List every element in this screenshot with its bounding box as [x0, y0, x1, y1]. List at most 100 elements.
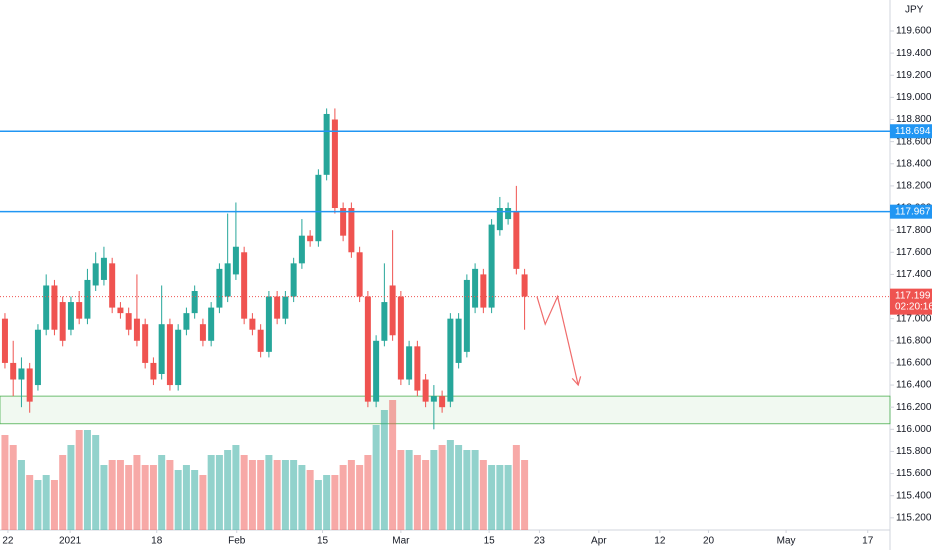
volume-bar	[9, 445, 17, 530]
candle-body	[480, 274, 487, 308]
y-tick-label: 118.800	[896, 114, 932, 125]
volume-bar	[1, 435, 9, 530]
volume-bar	[17, 460, 25, 530]
candle-body	[249, 318, 256, 330]
volume-bar	[141, 465, 149, 530]
volume-bar	[422, 460, 430, 530]
candle-body	[76, 302, 83, 319]
volume-bar	[59, 455, 67, 530]
volume-bar	[174, 470, 182, 530]
x-tick-label: 2021	[59, 536, 82, 547]
candle-body	[257, 329, 264, 352]
candle-body	[307, 235, 314, 242]
volume-bar	[50, 480, 58, 530]
y-tick-label: 118.600	[896, 136, 932, 147]
x-tick-label: 20	[703, 536, 715, 547]
candle-body	[43, 285, 50, 330]
volume-bar	[339, 465, 347, 530]
y-tick-label: 117.600	[896, 247, 932, 258]
y-tick-label: 115.200	[896, 512, 932, 523]
y-tick-label: 119.000	[896, 92, 932, 103]
volume-bar	[438, 445, 446, 530]
volume-bar	[257, 460, 265, 530]
volume-bar	[273, 460, 281, 530]
volume-bar	[463, 450, 471, 530]
candle-body	[472, 268, 479, 308]
candle-body	[298, 235, 305, 264]
volume-bar	[347, 460, 355, 530]
volume-bar	[380, 410, 388, 530]
candle-body	[125, 313, 132, 330]
candle-body	[422, 379, 429, 402]
candle-body	[381, 302, 388, 341]
candle-body	[521, 274, 528, 297]
volume-bar	[67, 445, 75, 530]
volume-bar	[240, 455, 248, 530]
candle-body	[447, 318, 454, 402]
candle-body	[331, 119, 338, 209]
volume-bar	[232, 445, 240, 530]
candle-body	[208, 307, 215, 341]
countdown-label: 02:20:16	[895, 301, 932, 312]
currency: JPY	[905, 5, 924, 16]
candle-body	[150, 362, 157, 380]
candle-body	[191, 291, 198, 314]
volume-bar	[182, 465, 190, 530]
x-tick-label: 18	[151, 536, 163, 547]
volume-bar	[166, 460, 174, 530]
volume-bar	[125, 465, 133, 530]
volume-bar	[496, 465, 504, 530]
volume-bar	[224, 450, 232, 530]
candle-body	[505, 208, 512, 220]
candle-body	[439, 396, 446, 408]
candle-body	[348, 208, 355, 253]
candle-body	[175, 329, 182, 386]
volume-bar	[471, 450, 479, 530]
y-tick-label: 116.800	[896, 335, 932, 346]
candle-body	[265, 296, 272, 352]
candle-body	[389, 285, 396, 336]
y-tick-label: 116.000	[896, 424, 932, 435]
volume-bar	[356, 465, 364, 530]
candle-body	[274, 296, 281, 319]
candle-body	[455, 318, 462, 363]
candle-body	[100, 257, 107, 280]
candle-body	[216, 268, 223, 308]
candle-body	[463, 279, 470, 352]
candle-body	[397, 296, 404, 380]
x-tick-label: Mar	[392, 536, 410, 547]
candle-body	[496, 208, 503, 231]
candle-body	[18, 368, 25, 380]
volume-bar	[314, 480, 322, 530]
x-tick-label: 15	[484, 536, 496, 547]
volume-bar	[34, 480, 42, 530]
volume-bar	[158, 455, 166, 530]
volume-bar	[265, 455, 273, 530]
candle-body	[290, 263, 297, 297]
candle-body	[1, 318, 8, 363]
y-tick-label: 115.600	[896, 468, 932, 479]
last-price-label: 117.199	[895, 290, 931, 301]
x-tick-label: 15	[317, 536, 329, 547]
volume-bar	[405, 450, 413, 530]
x-tick-label: May	[777, 536, 796, 547]
candle-body	[356, 252, 363, 297]
last-price-box	[890, 288, 932, 315]
volume-bar	[446, 440, 454, 530]
volume-bar	[75, 430, 83, 530]
volume-bar	[100, 465, 108, 530]
candle-body	[241, 252, 248, 319]
volume-bar	[207, 455, 215, 530]
volume-bar	[133, 455, 141, 530]
volume-bar	[504, 465, 512, 530]
volume-bar	[306, 470, 314, 530]
candle-body	[323, 113, 330, 175]
volume-bar	[372, 425, 380, 530]
y-tick-label: 119.600	[896, 26, 932, 37]
candle-body	[224, 263, 231, 297]
candle-body	[34, 329, 41, 386]
candle-body	[117, 307, 124, 314]
candle-body	[199, 324, 206, 341]
y-tick-label: 118.400	[896, 158, 932, 169]
